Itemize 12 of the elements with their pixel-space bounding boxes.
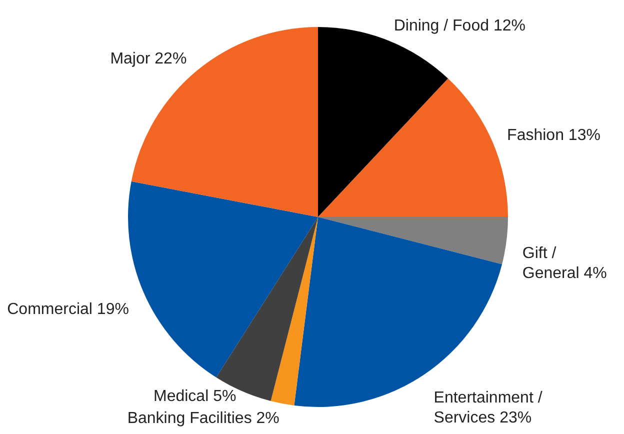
slice-label: Medical 5% bbox=[153, 388, 236, 405]
slice-label: Gift / General 4% bbox=[522, 244, 607, 282]
slice-label: Major 22% bbox=[110, 50, 187, 68]
pie-slice bbox=[270, 217, 318, 406]
slice-label: Banking Facilities 2% bbox=[127, 410, 280, 427]
slice-label: Dining / Food 12% bbox=[394, 17, 526, 34]
slice-label: Commercial 19% bbox=[7, 300, 129, 318]
slice-label: Fashion 13% bbox=[507, 127, 600, 144]
pie-slice bbox=[128, 181, 318, 378]
slice-label: Entertainment / Services 23% bbox=[434, 389, 543, 426]
pie-slice bbox=[318, 78, 508, 217]
pie-slice bbox=[318, 217, 508, 264]
